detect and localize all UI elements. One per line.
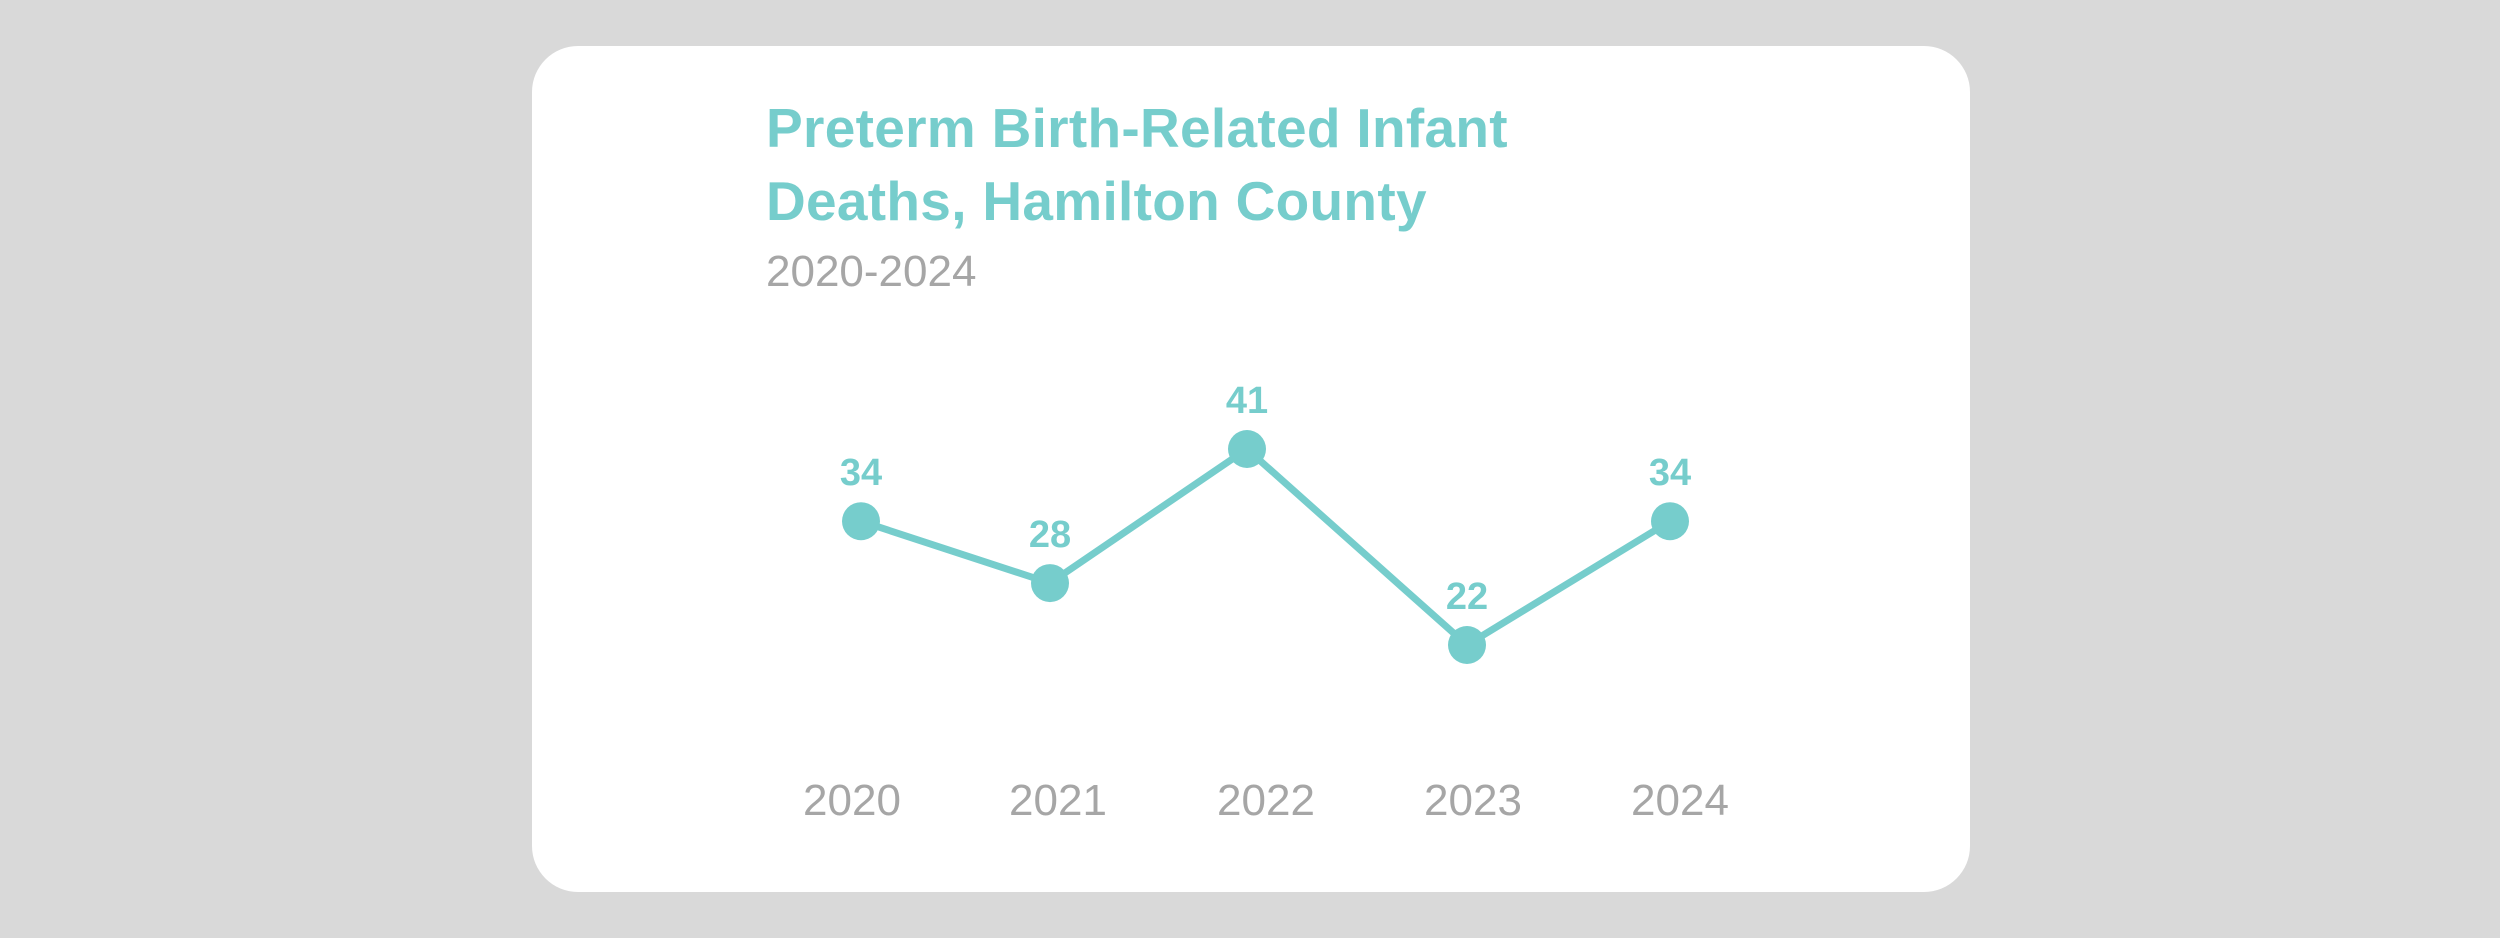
x-tick-label: 2022	[1217, 776, 1315, 825]
x-tick-label: 2023	[1424, 776, 1522, 825]
data-point	[1448, 626, 1486, 664]
data-point	[1651, 502, 1689, 541]
chart-subtitle: 2020-2024	[766, 247, 977, 296]
data-point	[1228, 430, 1266, 468]
x-tick-label: 2024	[1631, 776, 1729, 825]
x-axis-ticks: 2020 2021 2022 2023 2024	[803, 776, 1729, 825]
data-points	[842, 430, 1689, 664]
data-labels: 34 28 41 22 34	[840, 380, 1691, 618]
x-tick-label: 2021	[1009, 776, 1107, 825]
series-line	[859, 445, 1672, 649]
x-tick-label: 2020	[803, 776, 901, 825]
data-label: 22	[1446, 576, 1488, 618]
data-label: 34	[840, 452, 882, 494]
data-label: 34	[1649, 452, 1691, 494]
data-label: 28	[1029, 514, 1071, 556]
chart-title: Preterm Birth-Related Infant Deaths, Ham…	[766, 97, 1508, 232]
chart-card	[532, 46, 1970, 892]
data-label: 41	[1226, 380, 1268, 422]
series-lines	[859, 445, 1672, 649]
data-point	[1031, 564, 1069, 603]
data-point	[842, 502, 880, 541]
